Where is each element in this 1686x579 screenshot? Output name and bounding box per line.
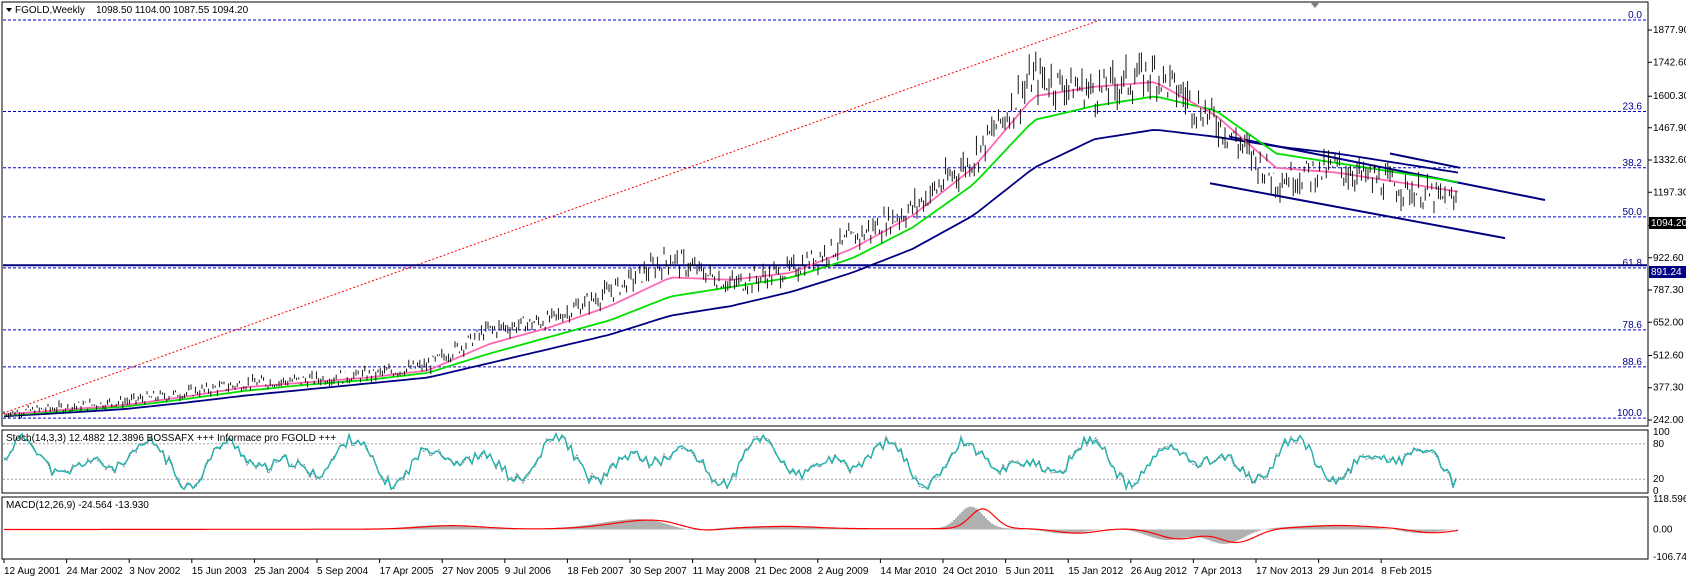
price-tick-label: 1467.90	[1653, 123, 1686, 134]
fib-level-label: 78.6	[1623, 320, 1643, 331]
time-tick-label: 18 Feb 2007	[567, 566, 624, 577]
stochastic-lines	[3, 432, 1647, 492]
fibonacci-levels: 0.0 23.6 38.2 50.0 61.8 78.6 88.6 100.0	[3, 10, 1647, 419]
time-tick-label: 5 Jun 2011	[1006, 566, 1055, 577]
time-tick-label: 3 Nov 2002	[129, 566, 181, 577]
chevron-down-icon[interactable]	[6, 8, 12, 12]
stoch-tick-label: 100	[1653, 427, 1670, 438]
time-tick-label: 29 Jun 2014	[1319, 566, 1374, 577]
stoch-tick-label: 0	[1653, 486, 1659, 497]
time-tick-label: 8 Feb 2015	[1381, 566, 1432, 577]
macd-axis: 118.596 0.00 -106.749	[1653, 494, 1686, 563]
stoch-tick-label: 80	[1653, 439, 1665, 450]
symbol-title: FGOLD,Weekly	[15, 5, 85, 16]
time-tick-label: 2 Aug 2009	[818, 566, 869, 577]
stoch-main-line[interactable]	[3, 432, 1457, 492]
horizontal-line-label: 891.24	[1651, 267, 1682, 278]
shift-marker-icon[interactable]	[1310, 2, 1320, 8]
time-tick-label: 11 May 2008	[693, 566, 751, 577]
macd-tick-label: 0.00	[1653, 525, 1673, 536]
time-axis: 12 Aug 2001 24 Mar 2002 3 Nov 2002 15 Jun 2…	[3, 559, 1432, 577]
macd-tick-label: -106.749	[1653, 552, 1686, 563]
price-tick-label: 377.30	[1653, 383, 1684, 394]
fib-level-label: 100.0	[1617, 408, 1642, 419]
chart-header: FGOLD,Weekly 1098.50 1104.00 1087.55 109…	[6, 2, 1320, 16]
macd-signal-line[interactable]	[4, 508, 1459, 544]
price-panel[interactable]	[1, 1, 1649, 427]
price-tick-label: 787.30	[1653, 285, 1684, 296]
ma-slow-line[interactable]	[3, 129, 1459, 418]
time-tick-label: 14 Mar 2010	[880, 566, 937, 577]
price-tick-label: 1197.30	[1653, 187, 1686, 198]
current-price-badge	[1649, 217, 1686, 229]
time-tick-label: 12 Aug 2001	[4, 566, 61, 577]
time-tick-label: 24 Oct 2010	[943, 566, 998, 577]
stochastic-panel[interactable]	[1, 429, 1649, 494]
fib-level-label: 61.8	[1623, 258, 1643, 269]
price-tick-label: 1742.60	[1653, 57, 1686, 68]
ohlc-bars[interactable]	[3, 51, 1457, 420]
fib-level-label: 50.0	[1623, 207, 1643, 218]
macd-lines	[4, 506, 1459, 544]
channel-mid-line[interactable]	[1389, 152, 1461, 169]
horizontal-line-badge	[1649, 266, 1686, 278]
price-tick-label: 1877.90	[1653, 25, 1686, 36]
price-tick-label: 512.60	[1653, 350, 1684, 361]
stochastic-label: Stoch(14,3,3) 12.4882 12.3896 BOSSAFX ++…	[6, 433, 336, 444]
time-tick-label: 26 Aug 2012	[1131, 566, 1188, 577]
price-tick-label: 1600.30	[1653, 91, 1686, 102]
fib-level-label: 88.6	[1623, 357, 1643, 368]
ohlc-values: 1098.50 1104.00 1087.55 1094.20	[96, 5, 249, 16]
time-tick-label: 25 Jan 2004	[254, 566, 309, 577]
price-bars	[3, 51, 1457, 420]
fib-level-label: 38.2	[1623, 158, 1643, 169]
macd-tick-label: 118.596	[1653, 494, 1686, 505]
time-tick-label: 15 Jun 2003	[192, 566, 247, 577]
time-tick-label: 17 Apr 2005	[380, 566, 434, 577]
time-tick-label: 15 Jan 2012	[1068, 566, 1123, 577]
fib-level-label: 0.0	[1628, 10, 1642, 21]
ma-mid-line[interactable]	[3, 95, 1459, 417]
stoch-tick-label: 20	[1653, 474, 1665, 485]
fib-level-label: 23.6	[1623, 102, 1643, 113]
time-tick-label: 5 Sep 2004	[317, 566, 369, 577]
time-tick-label: 9 Jul 2006	[505, 566, 552, 577]
price-tick-label: 1332.60	[1653, 155, 1686, 166]
channel-lower-line[interactable]	[1209, 182, 1506, 240]
current-price-label: 1094.20	[1651, 218, 1686, 229]
time-tick-label: 24 Mar 2002	[67, 566, 124, 577]
price-tick-label: 242.00	[1653, 415, 1684, 426]
price-axis: 1877.90 1742.60 1600.30 1467.90 1332.60 1197.…	[1648, 25, 1686, 426]
price-tick-label: 652.00	[1653, 317, 1684, 328]
time-tick-label: 21 Dec 2008	[755, 566, 812, 577]
time-tick-label: 17 Nov 2013	[1256, 566, 1313, 577]
price-tick-label: 922.60	[1653, 253, 1684, 264]
time-tick-label: 7 Apr 2013	[1193, 566, 1242, 577]
time-tick-label: 27 Nov 2005	[442, 566, 499, 577]
macd-label: MACD(12,26,9) -24.564 -13.930	[6, 500, 149, 511]
time-tick-label: 30 Sep 2007	[630, 566, 687, 577]
